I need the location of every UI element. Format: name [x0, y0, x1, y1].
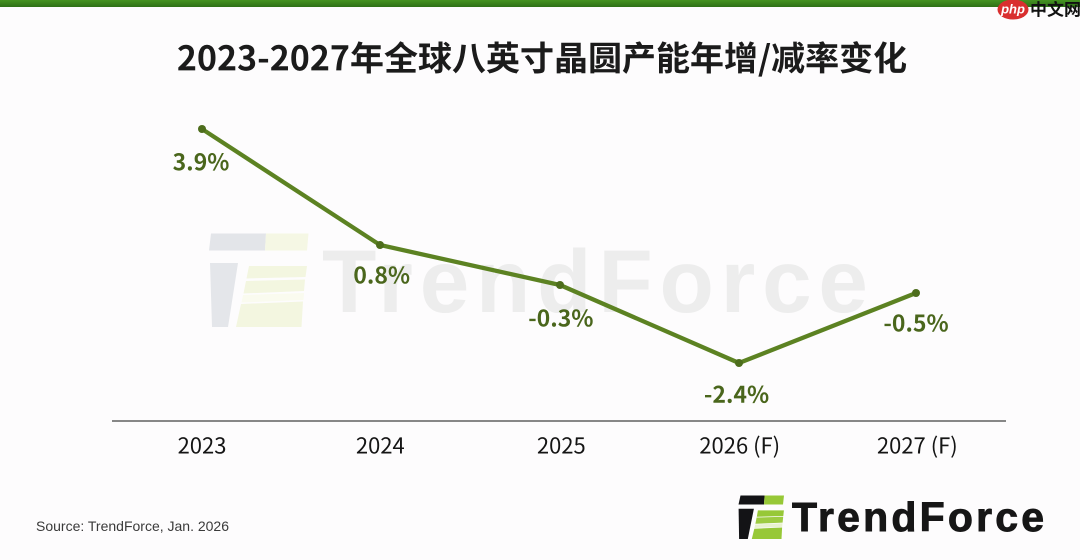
svg-text:php: php — [1000, 2, 1025, 17]
svg-text:Source: TrendForce, Jan. 2026: Source: TrendForce, Jan. 2026 — [36, 518, 229, 534]
svg-text:TrendForce: TrendForce — [322, 231, 875, 331]
svg-text:TrendForce: TrendForce — [792, 494, 1047, 540]
